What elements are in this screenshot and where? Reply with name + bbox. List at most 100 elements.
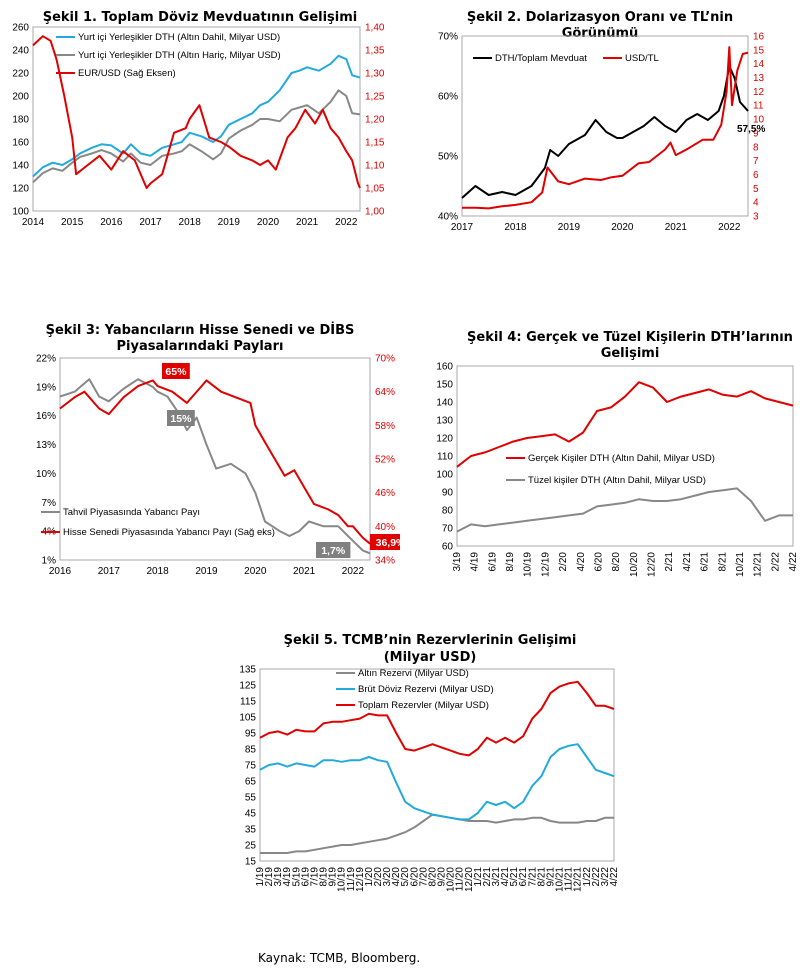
- y2-tick-label: 1,05: [365, 184, 385, 195]
- y-tick-label: 100: [12, 207, 29, 218]
- chart-2: Şekil 2. Dolarizasyon Oranı ve TL’ninGör…: [438, 10, 765, 233]
- y-tick-label: 16%: [36, 411, 56, 422]
- x-tick-label: 2022: [342, 566, 365, 577]
- x-tick-label: 12/20: [647, 552, 658, 577]
- x-tick-label: 3/21: [491, 867, 502, 887]
- y-tick-label: 130: [436, 416, 453, 427]
- x-tick-label: 9/20: [437, 867, 448, 887]
- y2-tick-label: 70%: [375, 354, 395, 365]
- y2-tick-label: 1,35: [365, 46, 385, 57]
- chart-title: Şekil 3: Yabancıların Hisse Senedi ve Dİ…: [46, 322, 355, 338]
- y2-tick-label: 14: [753, 59, 765, 70]
- legend-entry: USD/TL: [625, 53, 659, 64]
- x-tick-label: 4/21: [682, 552, 693, 572]
- y2-tick-label: 16: [753, 32, 765, 43]
- y-tick-label: 55: [245, 793, 257, 804]
- y2-tick-label: 12: [753, 87, 765, 98]
- x-tick-label: 2022: [335, 217, 358, 228]
- chart-1: Şekil 1. Toplam Döviz Mevduatının Gelişi…: [12, 10, 385, 228]
- y-tick-label: 220: [12, 69, 29, 80]
- annotation-box: [316, 542, 351, 558]
- x-tick-label: 6/19: [300, 867, 311, 887]
- chart-title: (Milyar USD): [384, 650, 477, 665]
- x-tick-label: 8/21: [536, 867, 547, 887]
- y2-tick-label: 13: [753, 73, 765, 84]
- y-tick-label: 120: [436, 434, 453, 445]
- plot-frame: [32, 26, 361, 212]
- series-line: [456, 487, 793, 533]
- y-tick-label: 25: [245, 841, 257, 852]
- series-line: [462, 46, 749, 210]
- annotation-label: 1,7%: [321, 545, 346, 557]
- y-tick-label: 105: [239, 713, 256, 724]
- y-tick-label: 22%: [36, 354, 56, 365]
- x-tick-label: 2016: [100, 217, 123, 228]
- x-tick-label: 8/21: [717, 552, 728, 572]
- x-tick-label: 2019: [218, 217, 241, 228]
- x-tick-label: 6/21: [700, 552, 711, 572]
- x-tick-label: 2019: [195, 566, 218, 577]
- x-tick-label: 2/21: [482, 867, 493, 887]
- x-tick-label: 10/21: [735, 552, 746, 577]
- y-tick-label: 125: [239, 681, 256, 692]
- y-tick-label: 160: [12, 138, 29, 149]
- y2-tick-label: 8: [753, 142, 759, 153]
- y-tick-label: 80: [442, 506, 454, 517]
- y2-tick-label: 1,30: [365, 69, 385, 80]
- y2-tick-label: 7: [753, 156, 759, 167]
- x-tick-label: 2017: [139, 217, 162, 228]
- x-tick-label: 12/19: [355, 867, 366, 892]
- x-tick-label: 2017: [98, 566, 121, 577]
- annotation-label: 15%: [170, 413, 192, 425]
- legend-entry: Brüt Döviz Rezervi (Milyar USD): [358, 684, 494, 695]
- y-tick-label: 75: [245, 761, 257, 772]
- x-tick-label: 8/19: [319, 867, 330, 887]
- x-tick-label: 6/20: [409, 867, 420, 887]
- annotation-box: [370, 534, 400, 550]
- y-tick-label: 70: [442, 524, 454, 535]
- x-tick-label: 11/21: [564, 867, 575, 892]
- y-tick-label: 15: [245, 857, 257, 868]
- y-tick-label: 120: [12, 184, 29, 195]
- x-tick-label: 1/22: [582, 867, 593, 887]
- x-tick-label: 2020: [257, 217, 280, 228]
- x-tick-label: 4/19: [282, 867, 293, 887]
- plot-frame: [59, 357, 371, 561]
- x-tick-label: 11/19: [346, 867, 357, 892]
- x-tick-label: 10/19: [523, 552, 534, 577]
- y2-tick-label: 9: [753, 128, 759, 139]
- legend-entry: EUR/USD (Sağ Eksen): [78, 68, 176, 79]
- x-tick-label: 2015: [61, 217, 84, 228]
- series-line: [456, 381, 794, 468]
- chart-4: Şekil 4: Gerçek ve Tüzel Kişilerin DTH’l…: [436, 330, 799, 577]
- x-tick-label: 1/19: [255, 867, 266, 887]
- y-tick-label: 35: [245, 825, 257, 836]
- annotation-box: [162, 363, 190, 379]
- chart-5: Şekil 5. TCMB’nin Rezervlerinin Gelişimi…: [239, 633, 620, 892]
- legend-entry: Gerçek Kişiler DTH (Altın Dahil, Milyar …: [528, 453, 715, 464]
- x-tick-label: 8/20: [427, 867, 438, 887]
- x-tick-label: 9/21: [545, 867, 556, 887]
- x-tick-label: 8/19: [505, 552, 516, 572]
- x-tick-label: 10/21: [555, 867, 566, 892]
- y-tick-label: 200: [12, 92, 29, 103]
- x-tick-label: 10/20: [446, 867, 457, 892]
- x-tick-label: 2/21: [664, 552, 675, 572]
- chart-title: Şekil 5. TCMB’nin Rezervlerinin Gelişimi: [284, 633, 577, 648]
- y2-tick-label: 1,10: [365, 161, 385, 172]
- x-tick-label: 4/21: [500, 867, 511, 887]
- annotation-label: 36,9%: [376, 537, 400, 549]
- x-tick-label: 2018: [147, 566, 170, 577]
- x-tick-label: 12/20: [464, 867, 475, 892]
- x-tick-label: 4/20: [391, 867, 402, 887]
- y-tick-label: 85: [245, 745, 257, 756]
- y2-tick-label: 11: [753, 101, 764, 112]
- chart-3: Şekil 3: Yabancıların Hisse Senedi ve Dİ…: [36, 322, 400, 577]
- plot-frame: [259, 668, 615, 862]
- source-note: Kaynak: TCMB, Bloomberg.: [258, 951, 421, 965]
- y2-tick-label: 10: [753, 115, 765, 126]
- x-tick-label: 6/20: [593, 552, 604, 572]
- x-tick-label: 12/21: [573, 867, 584, 892]
- y-tick-label: 60%: [438, 92, 458, 103]
- x-tick-label: 11/20: [455, 867, 466, 892]
